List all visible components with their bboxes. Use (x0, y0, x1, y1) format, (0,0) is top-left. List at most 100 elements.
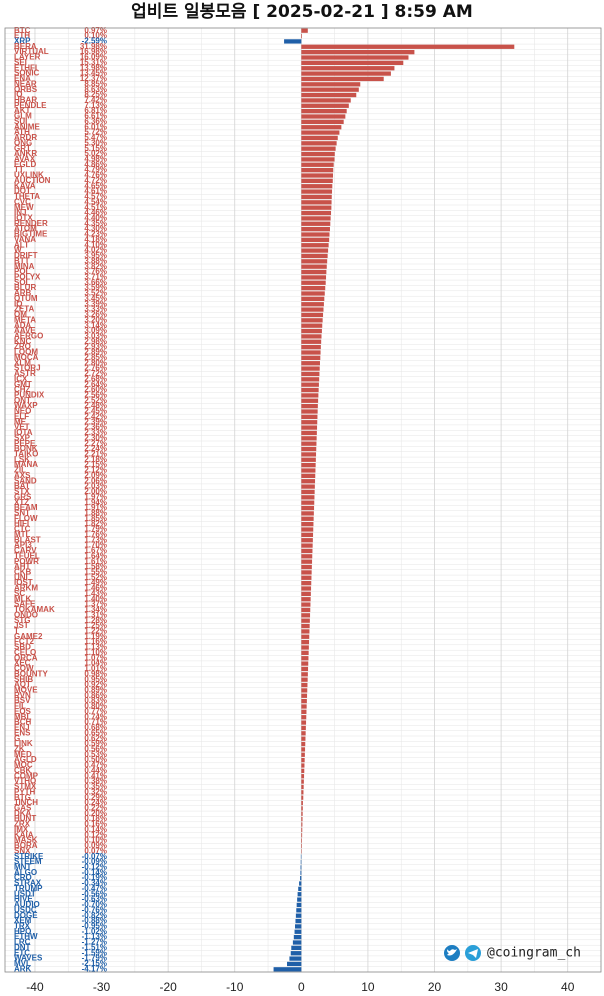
bar (295, 924, 302, 929)
bar (300, 875, 302, 881)
category-label: HBAR (14, 96, 37, 105)
value-label: 13.45% (80, 69, 107, 78)
bar (301, 200, 332, 205)
category-label: G (14, 734, 20, 743)
value-label: 0.07% (84, 846, 107, 855)
bar (301, 446, 317, 452)
value-label: 3.66% (84, 278, 107, 287)
category-label: POWR (14, 557, 39, 566)
value-label: 0.59% (84, 739, 107, 748)
category-label: BCH (14, 718, 32, 727)
value-label: -2.59% (82, 37, 107, 46)
category-label: SAND (14, 476, 37, 485)
value-label: 5.47% (84, 133, 107, 142)
category-label: IMX (14, 825, 29, 834)
value-label: 5.30% (84, 138, 107, 147)
category-label: BERA (14, 42, 37, 51)
bar (301, 752, 305, 757)
category-label: LSK (14, 455, 30, 464)
category-label: PEPE (14, 439, 36, 448)
category-label: DOT (14, 187, 31, 196)
bar (301, 693, 308, 698)
x-tick-label: 30 (494, 980, 508, 994)
bar (301, 425, 318, 430)
bar (301, 639, 310, 645)
bar (301, 44, 515, 49)
value-label: 0.12% (84, 830, 107, 839)
value-label: 4.40% (84, 214, 107, 223)
category-label: CKB (14, 568, 32, 577)
bar (301, 296, 325, 302)
category-label: BTC (14, 26, 31, 35)
value-label: 1.67% (84, 546, 107, 555)
bar (301, 618, 310, 623)
category-label: LAYER (14, 53, 41, 62)
value-label: 0.97% (84, 26, 107, 35)
value-label: 6.81% (84, 106, 107, 115)
bar (301, 768, 305, 774)
bar (301, 575, 312, 580)
value-label: -0.88% (82, 916, 107, 925)
category-label: FLOW (14, 514, 38, 523)
category-label: JST (14, 621, 29, 630)
bar (301, 264, 327, 269)
bar (301, 194, 332, 200)
category-label: ALGO (14, 868, 37, 877)
category-label: ASTR (14, 369, 36, 378)
value-label: -0.07% (82, 852, 107, 861)
bar (301, 527, 314, 532)
value-label: 0.32% (84, 787, 107, 796)
bar (301, 827, 303, 833)
bar (301, 811, 303, 816)
category-label: SAFE (14, 600, 36, 609)
value-label: 1.43% (84, 589, 107, 598)
bar (301, 114, 346, 119)
bar (301, 71, 391, 76)
bar (301, 237, 330, 243)
value-label: 7.13% (84, 101, 107, 110)
value-label: 2.98% (84, 337, 107, 346)
bar (301, 715, 307, 720)
labels: BTC 0.97% ETH 0.10% XRP -2.59% BERA 31.98% VIRTU… (14, 26, 107, 974)
bar (301, 634, 310, 639)
category-label: TRUMP (14, 884, 43, 893)
value-label: 0.68% (84, 723, 107, 732)
bar (301, 205, 332, 210)
category-label: BIGTIME (14, 230, 48, 239)
bar (298, 886, 302, 892)
bar (301, 645, 309, 650)
value-label: 3.26% (84, 310, 107, 319)
x-tick-label: 20 (428, 980, 442, 994)
value-label: 4.86% (84, 160, 107, 169)
value-label: 0.18% (84, 814, 107, 823)
category-label: MOCA (14, 353, 39, 362)
category-label: XTZ (14, 498, 29, 507)
value-label: 1.31% (84, 610, 107, 619)
x-tick-label: -20 (159, 980, 177, 994)
value-label: 7.42% (84, 96, 107, 105)
category-label: MLK (14, 594, 32, 603)
value-label: -1.13% (82, 932, 107, 941)
value-label: 0.41% (84, 771, 107, 780)
category-label: CHZ (14, 385, 31, 394)
category-label: ARKM (14, 584, 38, 593)
value-label: 2.18% (84, 455, 107, 464)
bar (301, 184, 333, 189)
category-label: ZRO (14, 342, 31, 351)
bar (301, 479, 316, 484)
value-label: 4.02% (84, 246, 107, 255)
bar (301, 243, 329, 248)
category-label: DRIFT (14, 251, 38, 260)
bar (301, 757, 305, 763)
bars (273, 28, 515, 972)
value-label: 31.98% (80, 42, 107, 51)
value-label: 0.20% (84, 809, 107, 818)
category-label: FCT2 (14, 637, 35, 646)
category-label: THETA (14, 192, 40, 201)
bar (300, 870, 302, 875)
value-label: -0.09% (82, 857, 107, 866)
bar (301, 666, 309, 672)
bar (301, 76, 384, 82)
x-tick-label: -30 (93, 980, 111, 994)
bar (301, 28, 308, 33)
